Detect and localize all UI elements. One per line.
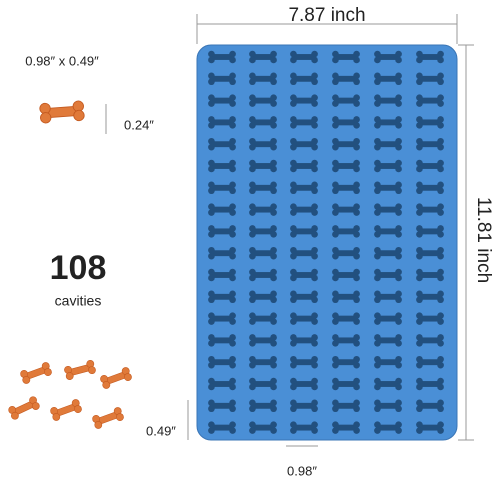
treat-size: 0.98″ x 0.49″: [25, 53, 99, 68]
height-label: 11.81 inch: [473, 197, 494, 283]
cavity-height: 0.49″: [146, 423, 176, 438]
treat-image: [38, 99, 86, 125]
cavity-count-label: cavities: [55, 293, 102, 309]
treat-pile: [6, 359, 134, 431]
width-label: 7.87 inch: [288, 5, 365, 26]
cavity-width: 0.98″: [287, 463, 317, 478]
cavity-count: 108: [50, 249, 107, 287]
treat-thickness: 0.24″: [124, 117, 154, 132]
